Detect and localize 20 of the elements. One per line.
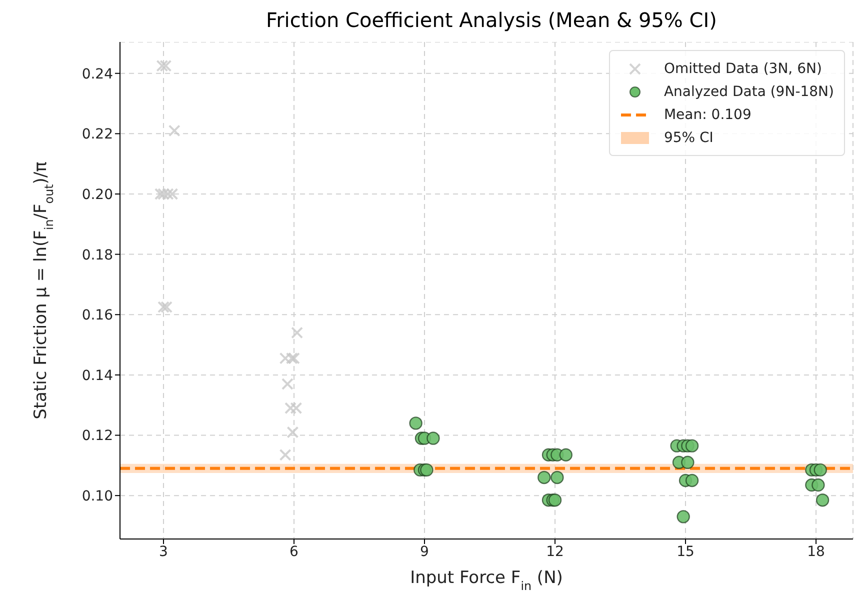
x-tick-label: 15 (676, 544, 694, 560)
x-tick-label: 9 (420, 544, 429, 560)
y-tick-label: 0.24 (82, 66, 114, 82)
y-tick-label: 0.10 (82, 488, 113, 505)
legend-label: Mean: 0.109 (664, 106, 752, 122)
legend-label: Analyzed Data (9N-18N) (664, 84, 834, 100)
x-axis-title: Input Force F$_{in}$ (N) (410, 568, 563, 593)
y-tick-label: 0.14 (82, 368, 114, 384)
y-tick-label: 0.18 (82, 247, 113, 264)
legend-label: 95% CI (664, 130, 714, 146)
x-tick-label: 3 (159, 544, 168, 560)
y-tick-label: 0.12 (82, 428, 113, 444)
x-tick-label: 6 (290, 544, 299, 560)
y-tick-label: 0.22 (82, 126, 113, 143)
y-tick-label: 0.20 (82, 186, 113, 203)
legend-label: Omitted Data (3N, 6N) (664, 60, 822, 76)
x-tick-label: 18 (807, 544, 825, 560)
y-tick-label: 0.16 (82, 308, 114, 324)
x-tick-label: 12 (546, 544, 564, 560)
chart-title: Friction Coefficient Analysis (Mean & 95% CI) (265, 8, 718, 32)
